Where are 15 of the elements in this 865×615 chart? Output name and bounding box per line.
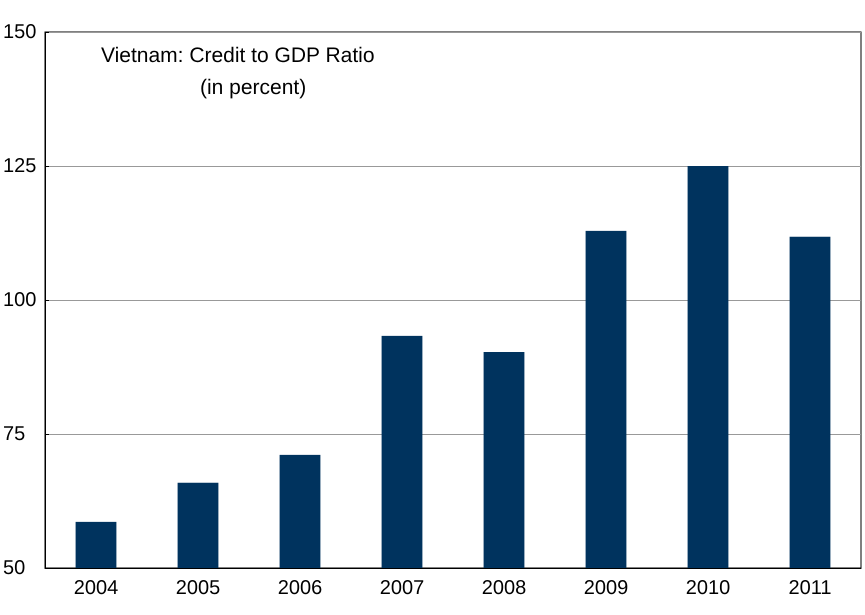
x-tick-label: 2008	[482, 577, 526, 599]
text: (in percent)	[200, 76, 306, 99]
y-tick-label: 50	[3, 557, 26, 579]
y-tick-label: 100	[3, 289, 36, 311]
x-tick-label: 2011	[788, 577, 832, 599]
x-tick-label: 2007	[380, 577, 424, 599]
x-tick-label: 2010	[686, 577, 730, 599]
x-tick-label: 2006	[278, 577, 322, 599]
y-tick-label: 125	[3, 155, 36, 177]
x-tick-label: 2004	[74, 577, 118, 599]
text: Vietnam: Credit to GDP Ratio	[101, 44, 375, 67]
y-tick-label: 75	[3, 423, 26, 445]
x-tick-label: 2009	[584, 577, 628, 599]
y-tick-label: 150	[3, 21, 36, 43]
x-tick-label: 2005	[176, 577, 220, 599]
